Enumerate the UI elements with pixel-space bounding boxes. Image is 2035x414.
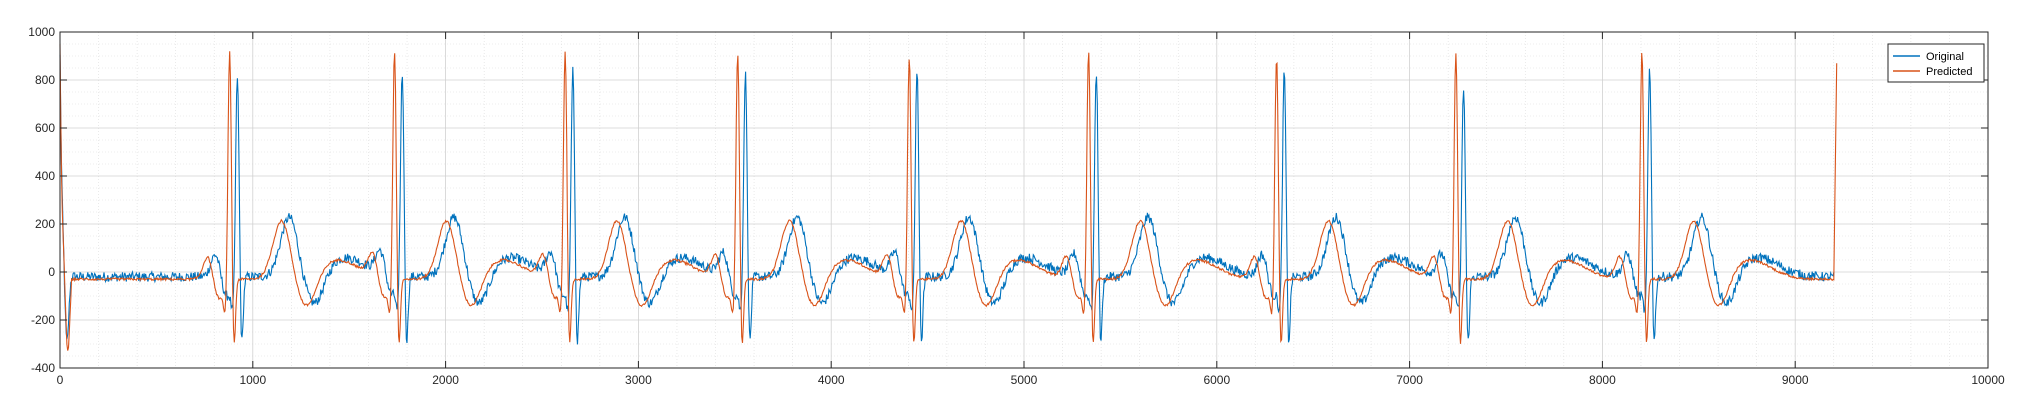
y-tick-label: 1000 [28,25,55,39]
legend-box [1887,43,1985,83]
x-tick-label: 3000 [625,373,652,387]
x-tick-label: 4000 [818,373,845,387]
x-tick-label: 1000 [239,373,266,387]
series-line-predicted [59,44,1838,351]
x-tick-label: 8000 [1589,373,1616,387]
y-tick-label: -400 [31,361,55,375]
x-tick-label: 2000 [432,373,459,387]
y-tick-label: -200 [31,313,55,327]
x-tick-label: 0 [57,373,64,387]
y-tick-label: 400 [35,169,55,183]
series-layer [59,44,1838,351]
legend-label-predicted: Predicted [1926,66,1972,78]
x-tick-label: 6000 [1203,373,1230,387]
x-tick-label: 7000 [1396,373,1423,387]
ticks-layer: 0 1000 2000 3000 4000 5000 6000 7000 8000 9000 100… [28,25,2005,387]
y-tick-label: 0 [48,265,55,279]
x-tick-label: 10000 [1971,373,2005,387]
x-tick-label: 5000 [1011,373,1038,387]
legend: Original Predicted [1887,43,1985,83]
y-tick-label: 200 [35,217,55,231]
legend-label-original: Original [1926,51,1964,63]
y-tick-label: 600 [35,121,55,135]
x-tick-label: 9000 [1782,373,1809,387]
y-tick-label: 800 [35,73,55,87]
series-line-original [59,54,1835,345]
